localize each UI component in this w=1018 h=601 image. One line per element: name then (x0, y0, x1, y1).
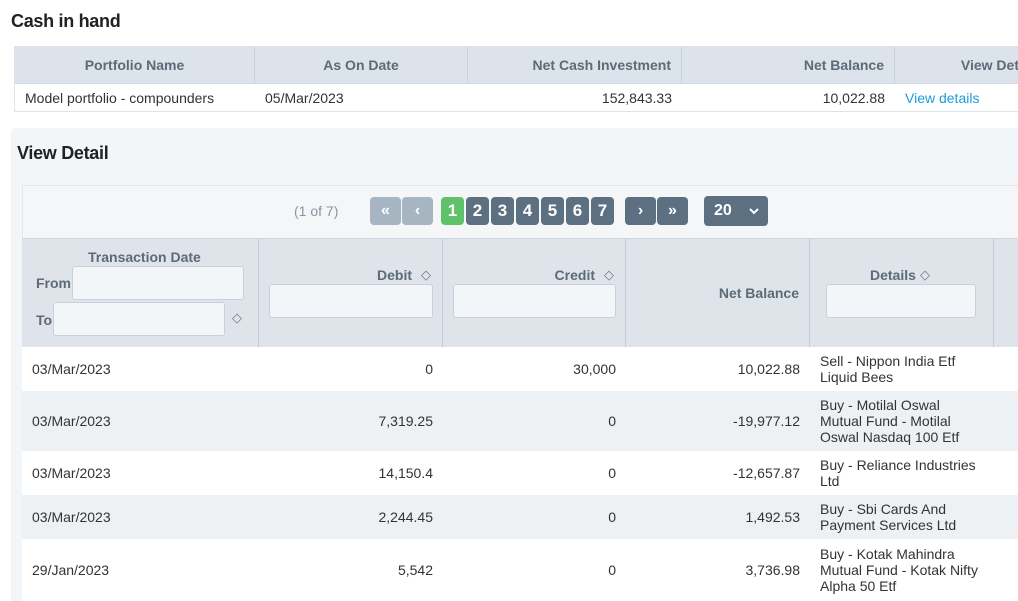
as-on-date-cell: 05/Mar/2023 (265, 90, 344, 106)
col-debit[interactable]: Debit ◇ (259, 239, 443, 347)
table-row: 03/Mar/2023 7,319.25 0 -19,977.12 Buy - … (22, 391, 1018, 451)
details-line: Liquid Bees (820, 369, 894, 385)
cash-in-hand-title: Cash in hand (11, 11, 121, 31)
first-page-button[interactable]: « (370, 197, 401, 225)
debit-cell: 14,150.4 (378, 465, 434, 481)
view-detail-title: View Detail (17, 143, 109, 163)
col-net-cash-investment: Net Cash Investment (468, 47, 682, 83)
details-cell: Sell - Nippon India Etf Liquid Bees (810, 347, 994, 391)
debit-filter-input[interactable] (269, 284, 433, 318)
debit-cell: 7,319.25 (378, 413, 434, 429)
credit-cell: 0 (608, 413, 616, 429)
details-line: Mutual Fund - Motilal (820, 413, 951, 429)
details-line: Buy - Kotak Mahindra (820, 546, 955, 562)
from-date-input[interactable] (72, 266, 244, 300)
details-label: Details (870, 267, 916, 283)
details-line: Mutual Fund - Kotak Nifty (820, 562, 978, 578)
cash-summary-header: Portfolio Name As On Date Net Cash Inves… (15, 47, 1018, 84)
cash-summary-table: Portfolio Name As On Date Net Cash Inves… (14, 46, 1018, 112)
details-line: Buy - Sbi Cards And (820, 501, 947, 517)
page-7-button[interactable]: 7 (591, 197, 614, 225)
transactions-header: Transaction Date From: To: ◇ Debit ◇ Cre… (22, 238, 1018, 347)
view-details-link[interactable]: View details (905, 90, 980, 106)
debit-label: Debit (377, 267, 412, 283)
page-4-button[interactable]: 4 (516, 197, 539, 225)
paginator: (1 of 7) « ‹ 1 2 3 4 5 6 7 › » 20 (22, 186, 1018, 238)
net-balance-cell: -19,977.12 (733, 413, 800, 429)
details-line: Ltd (820, 473, 840, 489)
col-details[interactable]: Details ◇ (810, 239, 994, 347)
to-label: To: (36, 312, 57, 328)
table-row: 03/Mar/2023 0 30,000 10,022.88 Sell - Ni… (22, 347, 1018, 391)
details-line: Buy - Reliance Industries (820, 457, 976, 473)
details-line: Sell - Nippon India Etf (820, 353, 956, 369)
details-cell: Buy - Kotak Mahindra Mutual Fund - Kotak … (810, 539, 994, 601)
from-label: From: (36, 275, 76, 291)
debit-cell: 0 (425, 361, 433, 377)
net-balance-cell: 1,492.53 (745, 509, 801, 525)
details-cell: Buy - Sbi Cards And Payment Services Ltd (810, 495, 994, 539)
rows-per-page-select[interactable]: 20 (704, 196, 768, 226)
col-as-on-date: As On Date (255, 47, 468, 83)
page-info: (1 of 7) (294, 203, 339, 219)
col-net-balance: Net Balance (626, 239, 810, 347)
table-row: 03/Mar/2023 2,244.45 0 1,492.53 Buy - Sb… (22, 495, 1018, 539)
transaction-date-label: Transaction Date (88, 249, 201, 265)
last-page-button[interactable]: » (657, 197, 688, 225)
net-cash-investment-cell: 152,843.33 (601, 90, 672, 106)
next-page-button[interactable]: › (625, 197, 656, 225)
credit-filter-input[interactable] (453, 284, 616, 318)
chevron-down-icon (749, 196, 759, 238)
credit-cell: 0 (608, 562, 616, 578)
debit-cell: 2,244.45 (378, 509, 434, 525)
page-2-button[interactable]: 2 (466, 197, 489, 225)
date-cell: 03/Mar/2023 (32, 465, 111, 481)
col-transaction-date: Transaction Date From: To: ◇ (22, 239, 259, 347)
credit-cell: 0 (608, 465, 616, 481)
credit-cell: 0 (608, 509, 616, 525)
page-3-button[interactable]: 3 (491, 197, 514, 225)
col-view-details: View Det (960, 57, 1018, 73)
credit-cell: 30,000 (573, 361, 616, 377)
net-balance-cell: 3,736.98 (745, 562, 801, 578)
net-balance-label: Net Balance (718, 285, 799, 301)
details-cell: Buy - Reliance Industries Ltd (810, 451, 994, 495)
table-row: 29/Jan/2023 5,542 0 3,736.98 Buy - Kotak… (22, 539, 1018, 601)
details-line: Buy - Motilal Oswal (820, 397, 940, 413)
page-6-button[interactable]: 6 (566, 197, 589, 225)
page-1-button[interactable]: 1 (441, 197, 464, 225)
col-portfolio-name: Portfolio Name (15, 47, 255, 83)
net-balance-cell: 10,022.88 (822, 90, 885, 106)
date-cell: 03/Mar/2023 (32, 361, 111, 377)
page-5-button[interactable]: 5 (541, 197, 564, 225)
details-line: Payment Services Ltd (820, 517, 957, 533)
rows-per-page-value: 20 (714, 202, 732, 219)
details-line: Alpha 50 Etf (820, 578, 897, 594)
details-cell: Buy - Motilal Oswal Mutual Fund - Motilal… (810, 391, 994, 451)
sort-icon[interactable]: ◇ (232, 310, 242, 325)
sort-icon[interactable]: ◇ (604, 267, 614, 282)
table-row: 03/Mar/2023 14,150.4 0 -12,657.87 Buy - … (22, 451, 1018, 495)
sort-icon[interactable]: ◇ (920, 267, 930, 282)
prev-page-button[interactable]: ‹ (402, 197, 433, 225)
details-line: Oswal Nasdaq 100 Etf (820, 429, 960, 445)
date-cell: 03/Mar/2023 (32, 509, 111, 525)
net-balance-cell: 10,022.88 (737, 361, 800, 377)
col-extra (994, 239, 1018, 347)
to-date-input[interactable] (53, 302, 225, 336)
date-cell: 29/Jan/2023 (32, 562, 110, 578)
credit-label: Credit (554, 267, 595, 283)
col-net-balance: Net Balance (682, 47, 895, 83)
date-cell: 03/Mar/2023 (32, 413, 111, 429)
portfolio-name-cell: Model portfolio - compounders (25, 90, 215, 106)
sort-icon[interactable]: ◇ (421, 267, 431, 282)
debit-cell: 5,542 (397, 562, 433, 578)
details-filter-input[interactable] (826, 284, 976, 318)
col-credit[interactable]: Credit ◇ (443, 239, 626, 347)
net-balance-cell: -12,657.87 (733, 465, 800, 481)
